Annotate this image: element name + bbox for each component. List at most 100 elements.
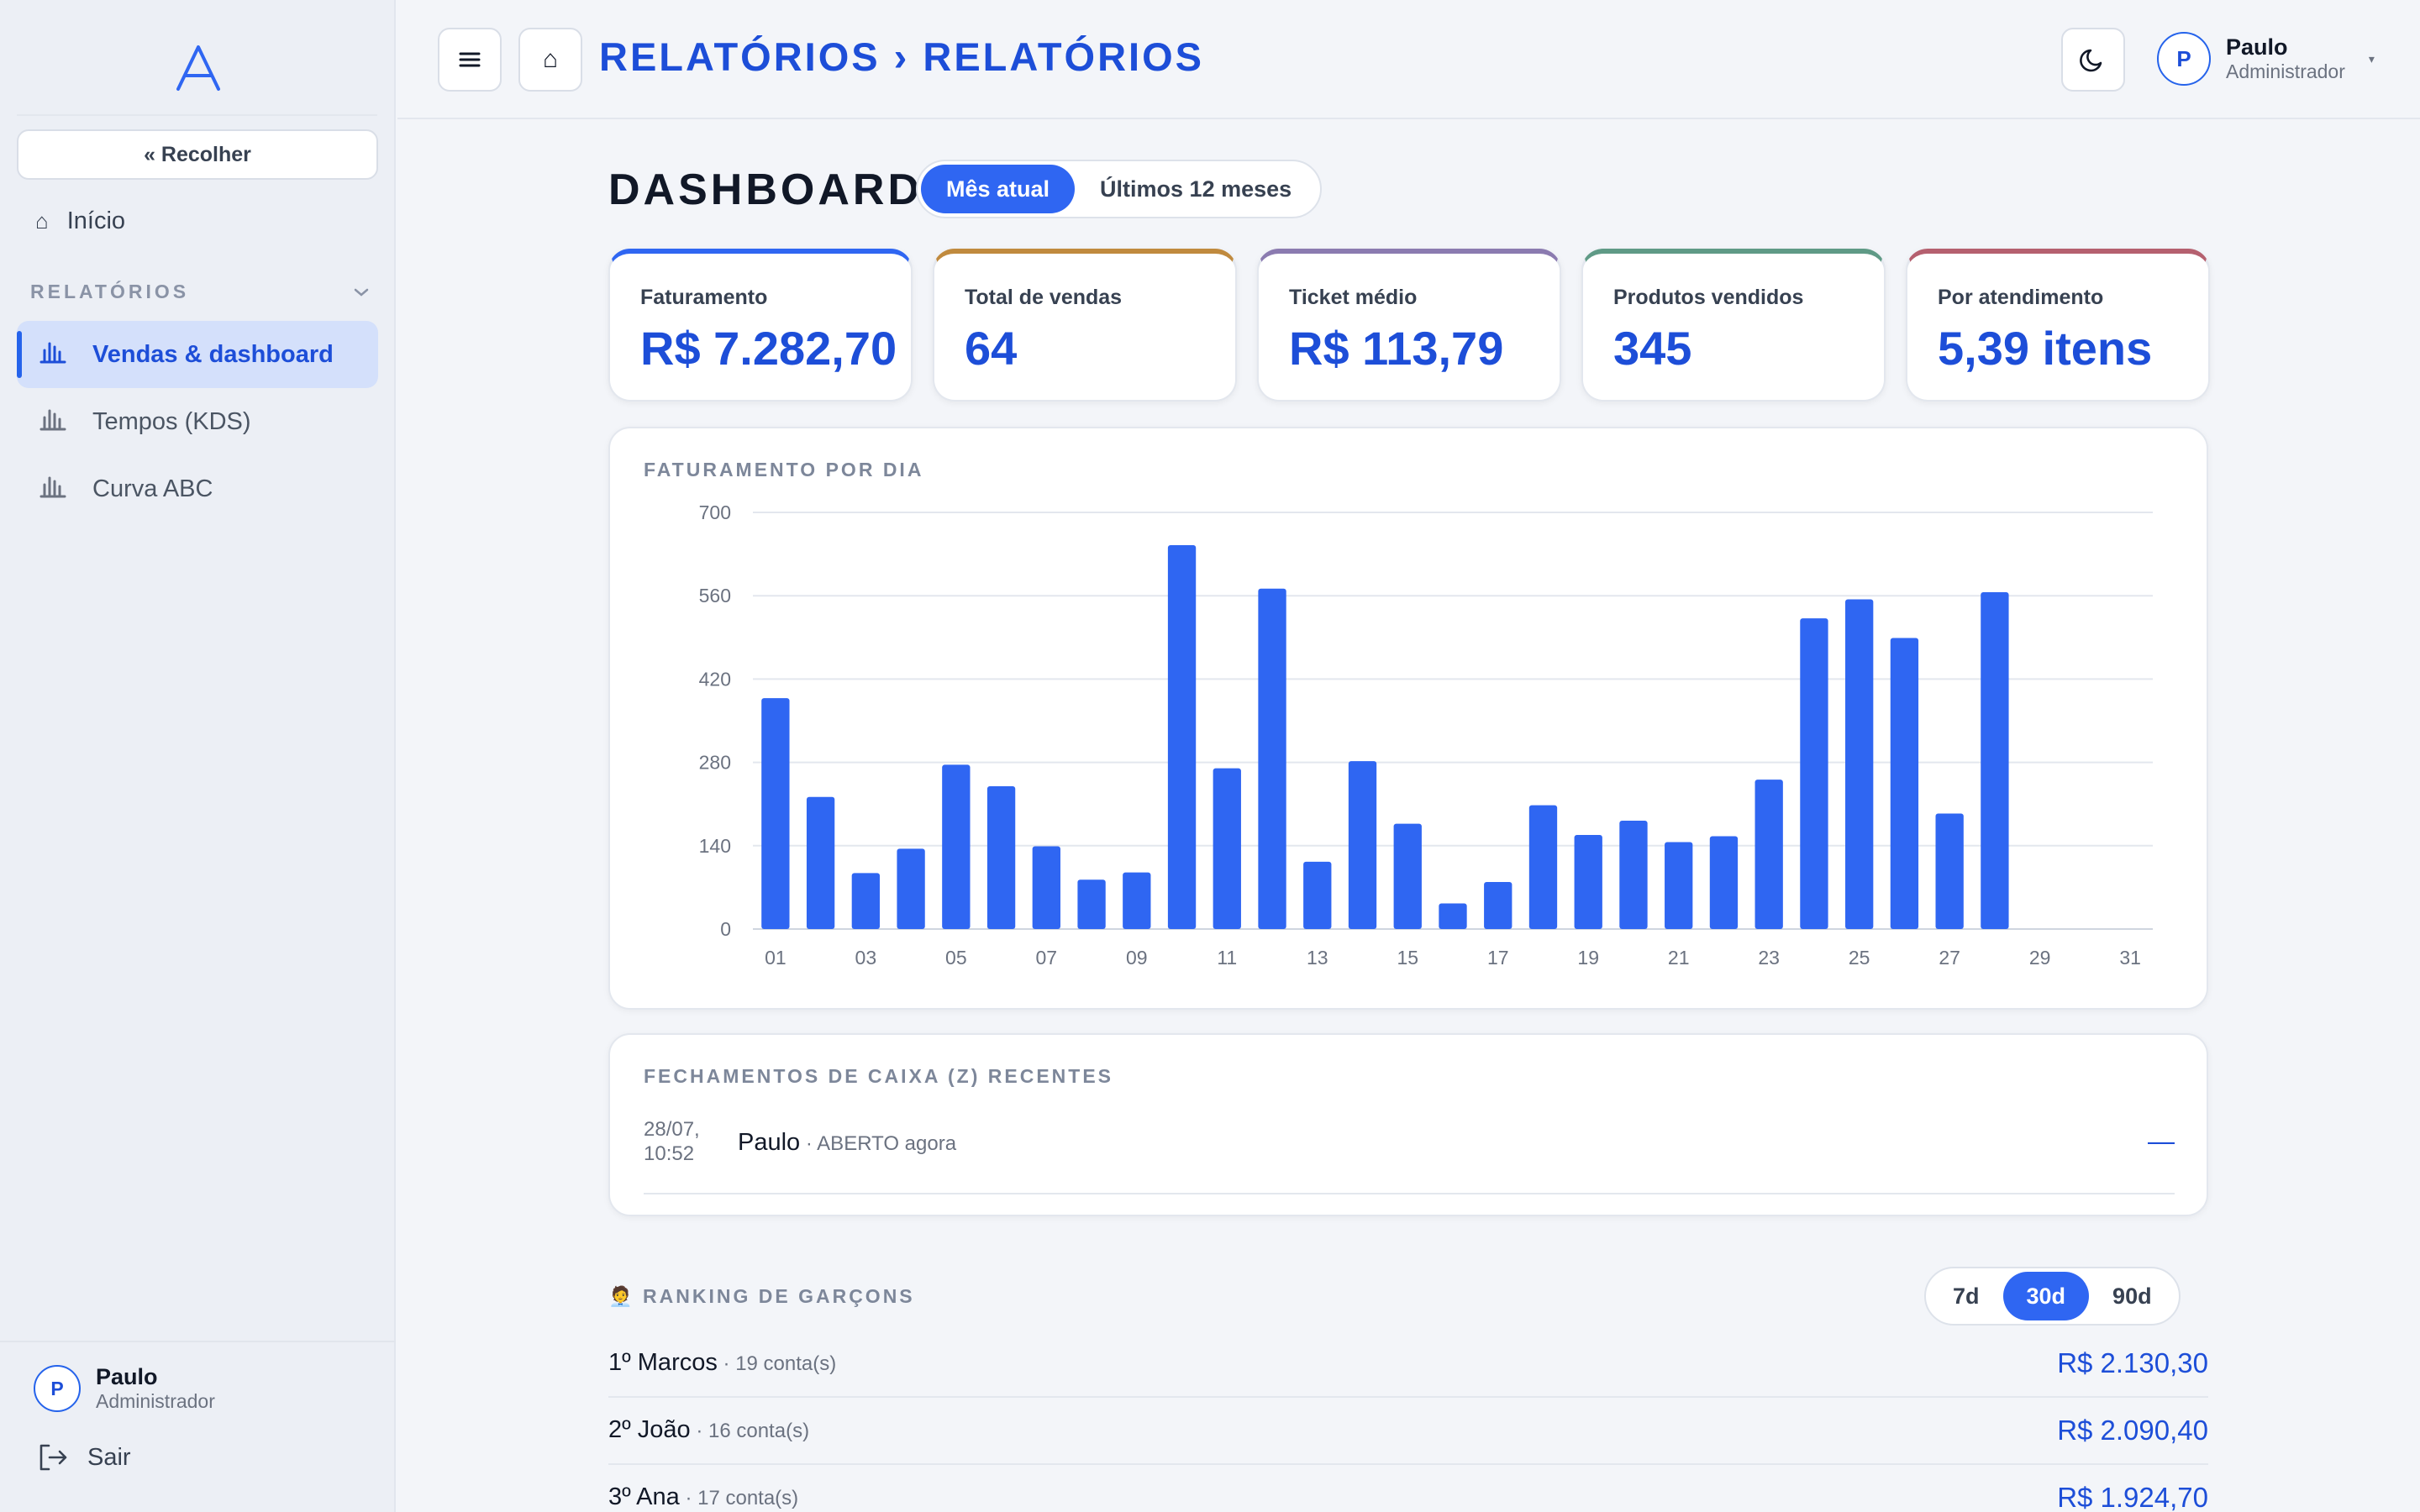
x-tick-label: 19 <box>1577 947 1599 969</box>
chart-bar[interactable] <box>851 873 881 929</box>
x-tick-label: 27 <box>1939 947 1960 969</box>
chart-bar[interactable] <box>1167 544 1197 929</box>
sidebar-item-label: Início <box>66 207 126 234</box>
chart-bar[interactable] <box>1032 846 1060 929</box>
period-option-last-12-months[interactable]: Últimos 12 meses <box>1100 176 1292 202</box>
chart-bar[interactable] <box>1845 599 1874 929</box>
closing-date: 28/07, <box>644 1118 700 1141</box>
user-role: Administrador <box>96 1390 215 1412</box>
x-tick-label: 15 <box>1397 947 1418 969</box>
chart-bar[interactable] <box>897 848 925 929</box>
chart-bar[interactable] <box>1123 872 1151 929</box>
user-name: Paulo <box>2226 34 2288 60</box>
avatar: P <box>2157 32 2211 86</box>
chart-bar[interactable] <box>1665 842 1693 929</box>
waiter-revenue: R$ 1.924,70 <box>2057 1482 2208 1512</box>
x-tick-label: 13 <box>1307 947 1328 969</box>
x-tick-label: 25 <box>1849 947 1870 969</box>
sidebar-item-abc-curve[interactable]: Curva ABC <box>17 455 378 522</box>
chart-bar[interactable] <box>1528 805 1558 929</box>
kpi-label: Produtos vendidos <box>1613 286 1804 309</box>
revenue-bar-chart: 0 140 280 420 560 700 01 03 05 07 09 11 13 15 17 19 21 23… <box>699 501 2153 969</box>
chart-bar[interactable] <box>1754 780 1783 929</box>
chart-bar[interactable] <box>1393 823 1422 929</box>
sidebar: « Recolher ⌂ Início RELATÓRIOS Vendas & … <box>0 0 396 1512</box>
chart-bar[interactable] <box>1709 836 1739 929</box>
table-row[interactable]: 3º Ana · 17 conta(s) R$ 1.924,70 <box>608 1465 2208 1512</box>
divider <box>0 1341 396 1342</box>
list-item[interactable]: 28/07, 10:52 Paulo · ABERTO agora — <box>644 1117 2175 1194</box>
x-tick-label: 09 <box>1126 947 1148 969</box>
bar-chart-icon <box>39 406 69 438</box>
y-tick-label: 420 <box>699 668 731 690</box>
waiter-accounts: · 19 conta(s) <box>717 1352 837 1375</box>
home-icon: ⌂ <box>35 207 49 234</box>
y-tick-label: 700 <box>699 501 731 523</box>
kpi-label: Total de vendas <box>965 286 1123 309</box>
chart-bar[interactable] <box>942 764 971 929</box>
chart-bar[interactable] <box>1348 761 1377 929</box>
kpi-card-average-ticket: Ticket médio R$ 113,79 <box>1257 249 1561 402</box>
kpi-card-revenue: Faturamento R$ 7.282,70 <box>608 249 913 402</box>
chart-bar[interactable] <box>1935 813 1964 929</box>
chart-bar[interactable] <box>1077 879 1106 929</box>
x-tick-label: 31 <box>2119 947 2141 969</box>
y-tick-label: 140 <box>699 835 731 857</box>
chart-bar[interactable] <box>761 698 790 929</box>
chart-bar[interactable] <box>1213 768 1241 929</box>
y-tick-label: 560 <box>699 585 731 606</box>
closing-status: · ABERTO agora <box>800 1132 957 1155</box>
sidebar-section-reports[interactable]: RELATÓRIOS <box>30 281 370 303</box>
x-tick-label: 23 <box>1758 947 1780 969</box>
logout-button[interactable]: Sair <box>37 1443 131 1472</box>
collapse-sidebar-button[interactable]: « Recolher <box>17 129 378 180</box>
avatar: P <box>34 1365 81 1412</box>
header-user-menu[interactable]: P Paulo Administrador ▾ <box>2157 32 2375 86</box>
ranking-period-90d[interactable]: 90d <box>2112 1283 2152 1309</box>
menu-button[interactable] <box>438 28 502 92</box>
closing-user: Paulo <box>738 1129 801 1156</box>
home-button[interactable]: ⌂ <box>518 28 582 92</box>
chart-bar[interactable] <box>1439 903 1467 929</box>
user-name: Paulo <box>96 1364 158 1389</box>
breadcrumb: RELATÓRIOS › RELATÓRIOS <box>599 34 1205 79</box>
x-tick-label: 01 <box>765 947 786 969</box>
sidebar-item-kds-times[interactable]: Tempos (KDS) <box>17 388 378 455</box>
chart-bar[interactable] <box>1800 618 1828 929</box>
waiter-icon: 🧑‍💼 <box>608 1285 635 1307</box>
moon-icon <box>2080 49 2102 72</box>
top-header: ⌂ RELATÓRIOS › RELATÓRIOS P Paulo Admini… <box>397 0 2420 119</box>
chart-bar[interactable] <box>1484 882 1512 929</box>
chart-bar[interactable] <box>1574 835 1602 929</box>
chart-bar[interactable] <box>1619 821 1648 929</box>
table-row[interactable]: 1º Marcos · 19 conta(s) R$ 2.130,30 <box>608 1331 2208 1398</box>
x-tick-label: 11 <box>1217 947 1237 969</box>
chart-bar[interactable] <box>1981 591 2009 929</box>
chart-bar[interactable] <box>806 796 835 929</box>
ranking-period-30d[interactable]: 30d <box>2002 1272 2090 1320</box>
sidebar-item-home[interactable]: ⌂ Início <box>17 198 378 244</box>
x-tick-label: 07 <box>1036 947 1058 969</box>
kpi-card-products-sold: Produtos vendidos 345 <box>1581 249 1886 402</box>
sidebar-user[interactable]: P Paulo Administrador <box>34 1364 215 1413</box>
sidebar-item-sales-dashboard[interactable]: Vendas & dashboard <box>17 321 378 388</box>
chart-bar[interactable] <box>1890 638 1919 929</box>
theme-toggle-button[interactable] <box>2061 28 2125 92</box>
kpi-label: Faturamento <box>640 286 768 309</box>
ranking-period-7d[interactable]: 7d <box>1953 1283 1980 1309</box>
period-option-current-month[interactable]: Mês atual <box>921 165 1076 213</box>
kpi-value: 5,39 itens <box>1938 322 2153 375</box>
kpi-value: 64 <box>965 322 1018 375</box>
sidebar-item-label: Vendas & dashboard <box>92 340 334 368</box>
table-row[interactable]: 2º João · 16 conta(s) R$ 2.090,40 <box>608 1398 2208 1465</box>
chart-title: FATURAMENTO POR DIA <box>644 459 924 480</box>
menu-icon <box>459 52 481 67</box>
waiter-accounts: · 16 conta(s) <box>690 1420 810 1442</box>
app-logo[interactable] <box>0 34 396 101</box>
logout-label: Sair <box>87 1443 131 1471</box>
ranking-period-selector: 7d 30d 90d <box>1924 1267 2181 1326</box>
x-tick-label: 05 <box>945 947 967 969</box>
chart-bar[interactable] <box>986 785 1016 929</box>
chart-bar[interactable] <box>1303 861 1332 929</box>
chart-bar[interactable] <box>1258 588 1286 929</box>
